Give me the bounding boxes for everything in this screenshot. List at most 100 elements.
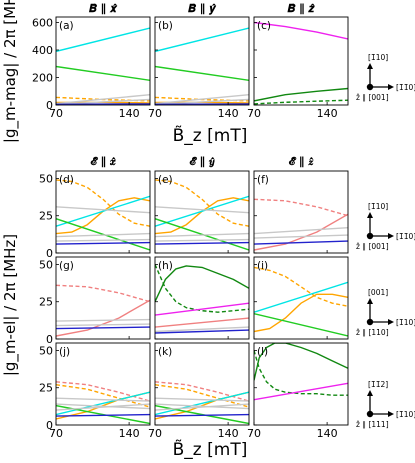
panel-frame [154,256,250,340]
series-line [56,241,150,245]
panel: (a) 70 140 0 200 400 600 [32,16,151,120]
orientation-origin-dot [366,232,374,240]
x-tick-label: 70 [247,427,261,440]
panel-series-group [155,381,249,425]
series-line [56,94,150,105]
panel-label: (l) [257,346,268,358]
orientation-right-label: [1̄10] [396,410,415,419]
panel-frame [253,16,349,106]
orientation-origin-dot [366,410,374,418]
orientation-indicator: [001] [1̄10] ẑ ∥ [110] [356,288,415,337]
panel: (e) [154,170,250,254]
panel: (d) 0 25 50 [39,170,151,260]
series-line [155,326,249,333]
panel: (g) 0 25 50 [39,256,151,346]
orientation-right-arrowhead [388,233,394,239]
panel-label: (b) [158,20,173,32]
panel-series-group [56,27,150,105]
series-line [155,27,249,53]
panel-series-group [254,343,348,401]
series-line [254,21,348,40]
y-tick-label: 25 [39,210,53,223]
panel-series-group [254,266,348,337]
orientation-up-arrowhead [367,390,373,396]
series-line [155,218,249,251]
column-title: 𝑩̂ ∥ 𝒛̂ [287,2,316,15]
series-line [254,234,348,239]
series-line [155,179,249,227]
orientation-indicators-layer: [1̄10] [1̄1̄0] ẑ ∥ [001] [1̄10] [1̄1̄0] ẑ ∥ [… [356,53,415,429]
x-tick-label: 140 [119,107,140,120]
x-tick-label: 70 [148,427,162,440]
orientation-right-label: [1̄10] [396,318,415,327]
series-line [155,195,249,227]
series-line [56,397,150,402]
series-line [155,302,249,316]
x-tick-label: 140 [119,427,140,440]
series-line [155,384,249,408]
panels-layer: (a) 70 140 0 200 400 600 (b) 70 140 (c) 70 140 (d) 0 25… [32,16,349,440]
series-line [254,213,348,251]
series-line [155,241,249,245]
orientation-axis-label: ẑ ∥ [001] [356,93,389,102]
y-tick-label: 0 [46,247,53,260]
series-line [155,264,249,313]
panel-background [254,171,348,253]
orientation-right-label: [1̄1̄0] [396,83,415,92]
orientation-up-arrowhead [367,63,373,69]
x-axis-label-bottom: B̃_z [mT] [173,439,248,460]
column-titles-layer: 𝑩̂ ∥ 𝒙̂ 𝑩̂ ∥ 𝒚̂ 𝑩̂ ∥ 𝒛̂ 𝓔̂ ∥ 𝒙̂ 𝓔̂ ∥ 𝒚̂ 𝓔̂ ∥ … [88,2,315,168]
series-line [155,391,249,416]
series-line [56,195,150,227]
panel-label: (e) [158,174,173,186]
x-tick-label: 70 [49,427,63,440]
series-line [56,323,150,327]
series-line [254,382,348,401]
panel-series-group [155,179,249,251]
series-line [56,403,150,411]
panel: (f) [253,170,349,254]
panel-frame [253,342,349,426]
x-axis-label-top: B̃_z [mT] [173,125,248,146]
series-line [155,206,249,214]
series-line [56,232,150,238]
y-tick-label: 600 [32,17,53,30]
series-line [155,317,249,328]
column-title: 𝑩̂ ∥ 𝒙̂ [88,2,118,15]
panel-series-group [56,284,150,337]
series-line [56,65,150,81]
panel-frame [55,16,151,106]
series-line [56,179,150,227]
panel-frame [55,256,151,340]
panel-frame [154,170,250,254]
series-line [56,299,150,337]
orientation-up-label: [001] [368,288,388,297]
orientation-right-arrowhead [388,84,394,90]
series-line [254,350,348,396]
series-line [56,326,150,330]
y-tick-label: 0 [46,99,53,112]
series-line [56,218,150,251]
orientation-origin-dot [366,83,374,91]
series-line [56,284,150,303]
series-line [254,266,348,307]
panel-series-group [155,264,249,334]
series-line [56,27,150,53]
y-tick-label: 50 [39,344,53,357]
panel-series-group [254,21,348,105]
orientation-right-arrowhead [388,319,394,325]
series-line [155,265,249,302]
series-line [254,313,348,337]
panel-series-group [254,198,348,251]
x-tick-label: 70 [148,107,162,120]
x-tick-label: 140 [218,427,239,440]
panel-label: (g) [59,260,74,272]
y-tick-label: 200 [32,72,53,85]
series-line [155,238,249,242]
y-axis-label-top: |g_m-mag| / 2π [MHz] [1,0,20,143]
y-tick-label: 50 [39,258,53,271]
column-title: 𝓔̂ ∥ 𝒚̂ [189,155,215,168]
panel-frame [154,342,250,426]
panel-series-group [155,27,249,105]
panel: (h) [154,256,250,340]
